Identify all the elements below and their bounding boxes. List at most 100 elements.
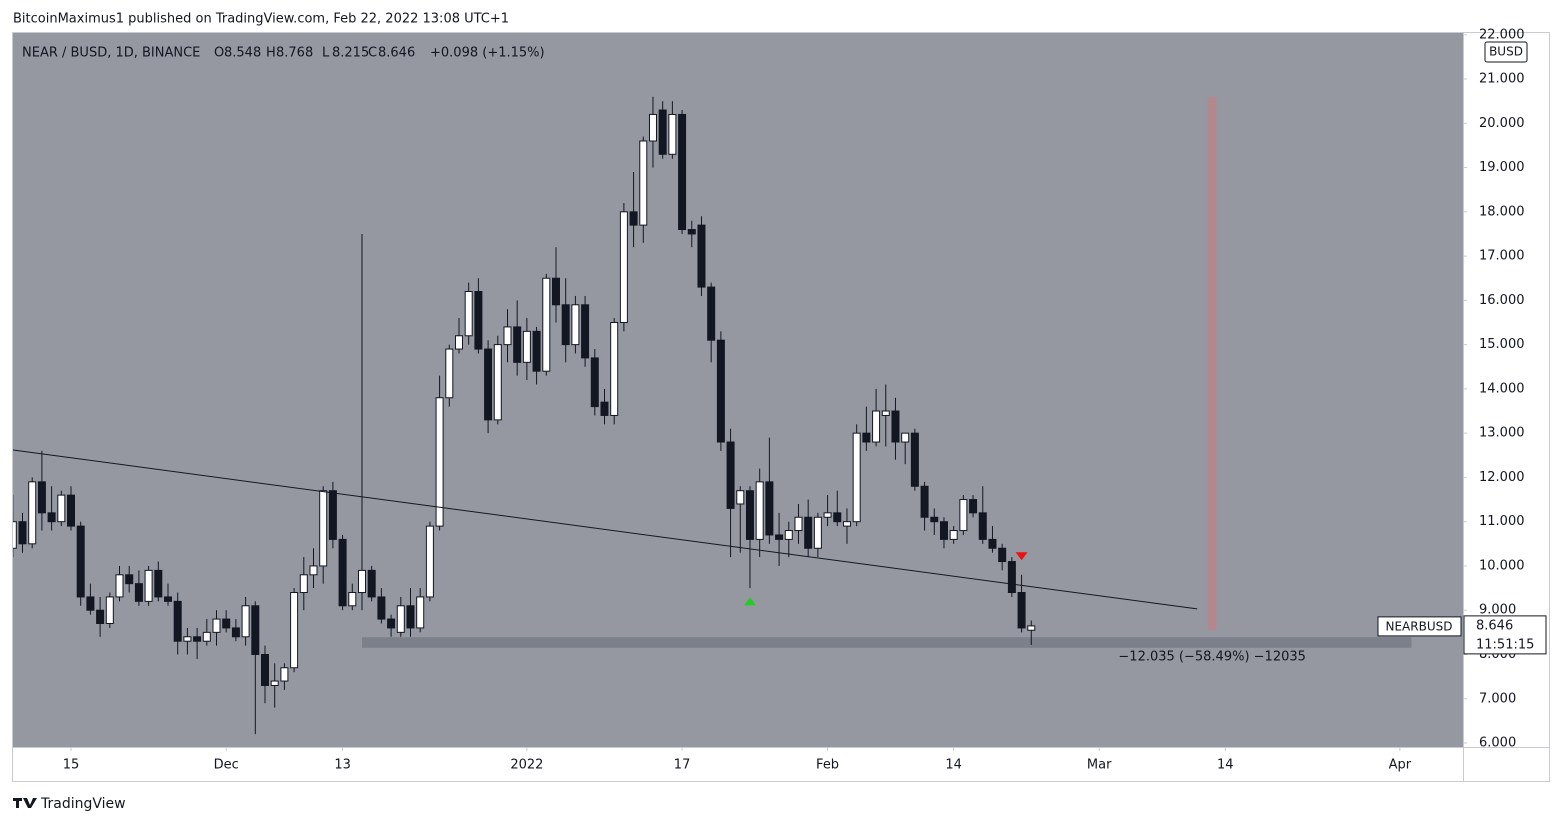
countdown: 11:51:15 — [1476, 637, 1534, 652]
y-tick-label: 16.000 — [1479, 293, 1525, 308]
x-tick-label: Feb — [816, 758, 839, 773]
candle-body — [280, 667, 289, 682]
candle-body — [1017, 592, 1026, 629]
candle-body — [590, 357, 599, 408]
legend-prefix: C — [368, 46, 377, 61]
candle-body — [37, 481, 46, 514]
candle-body — [726, 441, 735, 509]
candle-body — [658, 109, 667, 155]
x-tick-label: Dec — [214, 758, 239, 773]
candle-body — [299, 574, 308, 594]
x-tick-label: 14 — [1217, 758, 1234, 773]
legend-value: 8.768 — [276, 46, 313, 61]
candle-body — [435, 397, 444, 527]
x-tick-label: Apr — [1389, 758, 1412, 773]
logo-icon — [13, 798, 37, 808]
candle-body — [134, 583, 143, 602]
tv-logo: TradingView — [13, 796, 126, 812]
candle-body — [13, 521, 17, 549]
y-tick-label: 6.000 — [1479, 736, 1516, 751]
candle-body — [290, 592, 299, 669]
brand: TradingView — [40, 796, 126, 812]
candle-body — [891, 410, 900, 443]
candle-body — [978, 512, 987, 540]
candle-body — [959, 499, 968, 532]
y-tick-label: 7.000 — [1479, 691, 1516, 706]
measure-bar — [1207, 97, 1217, 631]
candle-body — [319, 490, 328, 567]
candle-body — [765, 481, 774, 536]
x-tick-label: Mar — [1087, 758, 1112, 773]
candle-body — [648, 113, 657, 142]
candle-body — [260, 653, 269, 686]
currency-box — [1484, 41, 1528, 63]
series-layer — [13, 96, 1412, 735]
legend-change: +0.098 (+1.15%) — [430, 46, 545, 61]
candle-body — [464, 291, 473, 337]
candle-body — [532, 330, 541, 372]
candle-body — [784, 530, 793, 540]
y-tick-label: 18.000 — [1479, 204, 1525, 219]
candle-body — [668, 113, 677, 155]
legend-value: 8.646 — [378, 46, 415, 61]
candle-body — [842, 521, 851, 527]
candle-body — [687, 229, 696, 235]
candle-body — [367, 569, 376, 598]
candle-body — [823, 512, 832, 518]
candle-body — [47, 512, 56, 523]
y-tick-label: 14.000 — [1479, 381, 1525, 396]
candle-body — [86, 596, 95, 611]
candle-body — [852, 432, 861, 523]
legend-prefix: O — [214, 46, 224, 61]
candle-body — [1007, 561, 1016, 594]
candle-body — [745, 490, 754, 540]
candle-body — [581, 304, 590, 359]
support-zone — [361, 637, 1412, 648]
candle-body — [454, 335, 463, 350]
candle-body — [813, 516, 822, 549]
candle-body — [775, 534, 784, 540]
candle-body — [270, 680, 279, 686]
candle-body — [920, 485, 929, 518]
y-tick-label: 17.000 — [1479, 249, 1525, 264]
candle-body — [862, 432, 871, 443]
candle-body — [716, 339, 725, 443]
candle-body — [988, 538, 997, 549]
candle-body — [28, 481, 37, 545]
candle-body — [998, 547, 1007, 563]
ticker-box — [1377, 616, 1462, 637]
y-tick-label: 15.000 — [1479, 337, 1525, 352]
candle-body — [1027, 625, 1036, 631]
candle-body — [794, 516, 803, 532]
x-tick-label: 13 — [334, 758, 351, 773]
candle-body — [619, 211, 628, 323]
legend-value: 8.215 — [332, 46, 369, 61]
candle-body — [881, 410, 890, 416]
candle-body — [309, 565, 318, 576]
candle-body — [96, 609, 105, 624]
signal-marker — [743, 597, 756, 606]
candle-body — [600, 401, 609, 416]
candle-body — [173, 600, 182, 642]
candle-body — [697, 224, 706, 288]
candle-body — [377, 596, 386, 620]
candle-body — [872, 410, 881, 443]
candle-body — [542, 277, 551, 372]
y-tick-label: 9.000 — [1479, 603, 1516, 618]
currency-label: BUSD — [1489, 45, 1523, 59]
candle-body — [629, 211, 638, 226]
candle-body — [18, 521, 27, 545]
candle-body — [328, 490, 337, 540]
candle-body — [901, 432, 910, 443]
candle-body — [396, 605, 405, 633]
candle-body — [144, 569, 153, 602]
candle-body — [193, 636, 202, 642]
candle-body — [183, 636, 192, 642]
signal-marker — [1015, 552, 1028, 561]
candle-body — [503, 326, 512, 346]
candle-body — [76, 525, 85, 598]
last-price: 8.646 — [1476, 618, 1513, 633]
candle-body — [231, 627, 240, 638]
plot: −12.035 (−58.49%) −12035 NEAR / BUSD, 1D,… — [13, 33, 1463, 747]
